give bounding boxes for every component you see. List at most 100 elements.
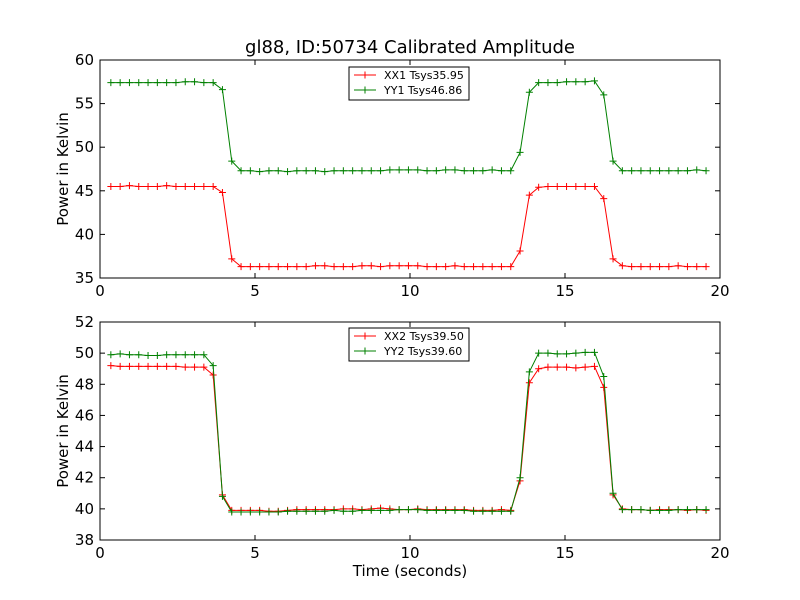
data-point: [470, 263, 478, 271]
data-point: [423, 263, 431, 271]
data-point: [172, 79, 180, 87]
data-point: [544, 79, 552, 87]
legend-marker: [361, 86, 369, 94]
data-point: [311, 262, 319, 270]
y-tick-label: 40: [75, 225, 94, 243]
data-point: [386, 506, 394, 514]
data-point: [302, 507, 310, 515]
data-point: [311, 167, 319, 175]
data-point: [497, 263, 505, 271]
data-point: [349, 167, 357, 175]
data-point: [172, 362, 180, 370]
data-point: [200, 182, 208, 190]
data-point: [293, 167, 301, 175]
data-point: [442, 166, 450, 174]
data-point: [367, 262, 375, 270]
data-point: [581, 182, 589, 190]
data-point: [488, 263, 496, 271]
data-point: [153, 182, 161, 190]
data-point: [135, 79, 143, 87]
data-point: [107, 182, 115, 190]
chart-title: gl88, ID:50734 Calibrated Amplitude: [245, 37, 575, 58]
data-point: [404, 262, 412, 270]
data-point: [311, 507, 319, 515]
x-tick-label: 5: [250, 544, 260, 562]
data-point: [600, 91, 608, 99]
data-point: [107, 362, 115, 370]
data-point: [153, 79, 161, 87]
data-point: [507, 263, 515, 271]
data-point: [637, 167, 645, 175]
data-point: [618, 167, 626, 175]
data-point: [125, 362, 133, 370]
y-tick-label: 50: [75, 138, 94, 156]
data-point: [191, 351, 199, 359]
data-point: [525, 88, 533, 96]
data-point: [525, 191, 533, 199]
data-point: [256, 508, 264, 516]
data-point: [609, 255, 617, 263]
data-point: [693, 166, 701, 174]
data-point: [432, 506, 440, 514]
data-point: [395, 166, 403, 174]
data-point: [200, 351, 208, 359]
data-point: [386, 262, 394, 270]
data-point: [581, 348, 589, 356]
y-tick-label: 48: [75, 375, 94, 393]
data-point: [628, 506, 636, 514]
data-point: [274, 167, 282, 175]
data-point: [358, 506, 366, 514]
data-point: [228, 508, 236, 516]
legend: XX2 Tsys39.50 YY2 Tsys39.60: [348, 327, 470, 362]
data-point: [218, 492, 226, 500]
data-point: [191, 182, 199, 190]
data-point: [135, 182, 143, 190]
data-point: [274, 263, 282, 271]
data-point: [135, 351, 143, 359]
data-point: [339, 167, 347, 175]
data-point: [432, 263, 440, 271]
data-point: [535, 365, 543, 373]
data-point: [181, 363, 189, 371]
legend-label: YY2 Tsys39.60: [383, 345, 462, 358]
data-point: [563, 350, 571, 358]
data-point: [116, 350, 124, 358]
data-point: [191, 363, 199, 371]
y-tick-label: 52: [75, 313, 94, 331]
x-tick-label: 10: [400, 282, 419, 300]
data-point: [181, 182, 189, 190]
data-point: [497, 507, 505, 515]
data-point: [349, 507, 357, 515]
data-point: [274, 508, 282, 516]
data-point: [377, 263, 385, 271]
data-point: [144, 79, 152, 87]
data-point: [460, 506, 468, 514]
data-point: [451, 166, 459, 174]
data-point: [218, 189, 226, 197]
x-tick-label: 15: [555, 282, 574, 300]
data-point: [525, 379, 533, 387]
data-point: [404, 166, 412, 174]
y-tick-label: 46: [75, 406, 94, 424]
data-point: [209, 362, 217, 370]
data-point: [284, 168, 292, 176]
data-point: [563, 363, 571, 371]
data-point: [507, 507, 515, 515]
x-tick-label: 0: [95, 544, 105, 562]
data-point: [265, 167, 273, 175]
data-point: [321, 507, 329, 515]
data-point: [246, 263, 254, 271]
data-point: [367, 167, 375, 175]
data-point: [646, 167, 654, 175]
data-point: [525, 368, 533, 376]
data-point: [339, 507, 347, 515]
data-point: [172, 182, 180, 190]
data-point: [702, 506, 710, 514]
data-point: [693, 506, 701, 514]
data-point: [349, 263, 357, 271]
data-point: [163, 79, 171, 87]
y-tick-label: 44: [75, 438, 94, 456]
data-point: [553, 79, 561, 87]
data-point: [265, 508, 273, 516]
data-point: [488, 507, 496, 515]
